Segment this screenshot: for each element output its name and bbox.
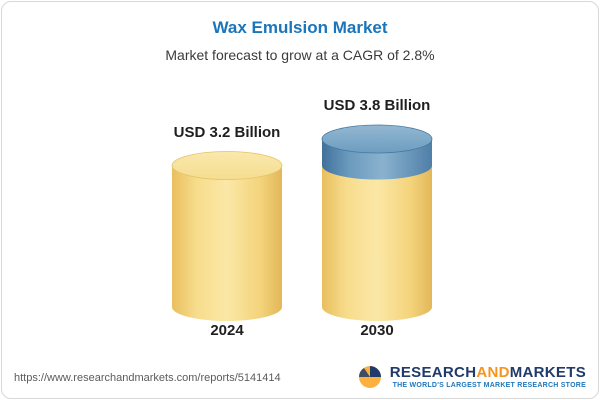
- logo-word-research: RESEARCH: [389, 363, 477, 381]
- chart-title: Wax Emulsion Market: [212, 18, 388, 37]
- bar-value-label-2024: USD 3.2 Billion: [173, 123, 281, 141]
- bar-2024-body: [172, 151, 282, 321]
- logo-tagline: THE WORLD'S LARGEST MARKET RESEARCH STOR…: [392, 381, 586, 389]
- bar-2024-top: [171, 151, 283, 180]
- researchandmarkets-logo-icon: [358, 366, 381, 388]
- x-axis-label-2030: 2030: [360, 322, 394, 339]
- logo-word-markets: MARKETS: [509, 363, 586, 381]
- researchandmarkets-logo: RESEARCHANDMARKETS THE WORLD'S LARGEST M…: [356, 362, 586, 390]
- chart-subtitle: Market forecast to grow at a CAGR of 2.8…: [165, 47, 435, 63]
- bar-2030-top: [321, 124, 433, 154]
- bar-2030-base-body: [321, 151, 432, 321]
- x-axis-label-2024: 2024: [210, 322, 244, 339]
- bar-value-label-2030: USD 3.8 Billion: [323, 97, 431, 114]
- logo-word-and: AND: [476, 363, 510, 381]
- logo-wordmark: RESEARCHANDMARKETS: [390, 364, 586, 381]
- logo-text: RESEARCHANDMARKETS THE WORLD'S LARGEST M…: [390, 364, 586, 389]
- source-url: https://www.researchandmarkets.com/repor…: [14, 372, 281, 384]
